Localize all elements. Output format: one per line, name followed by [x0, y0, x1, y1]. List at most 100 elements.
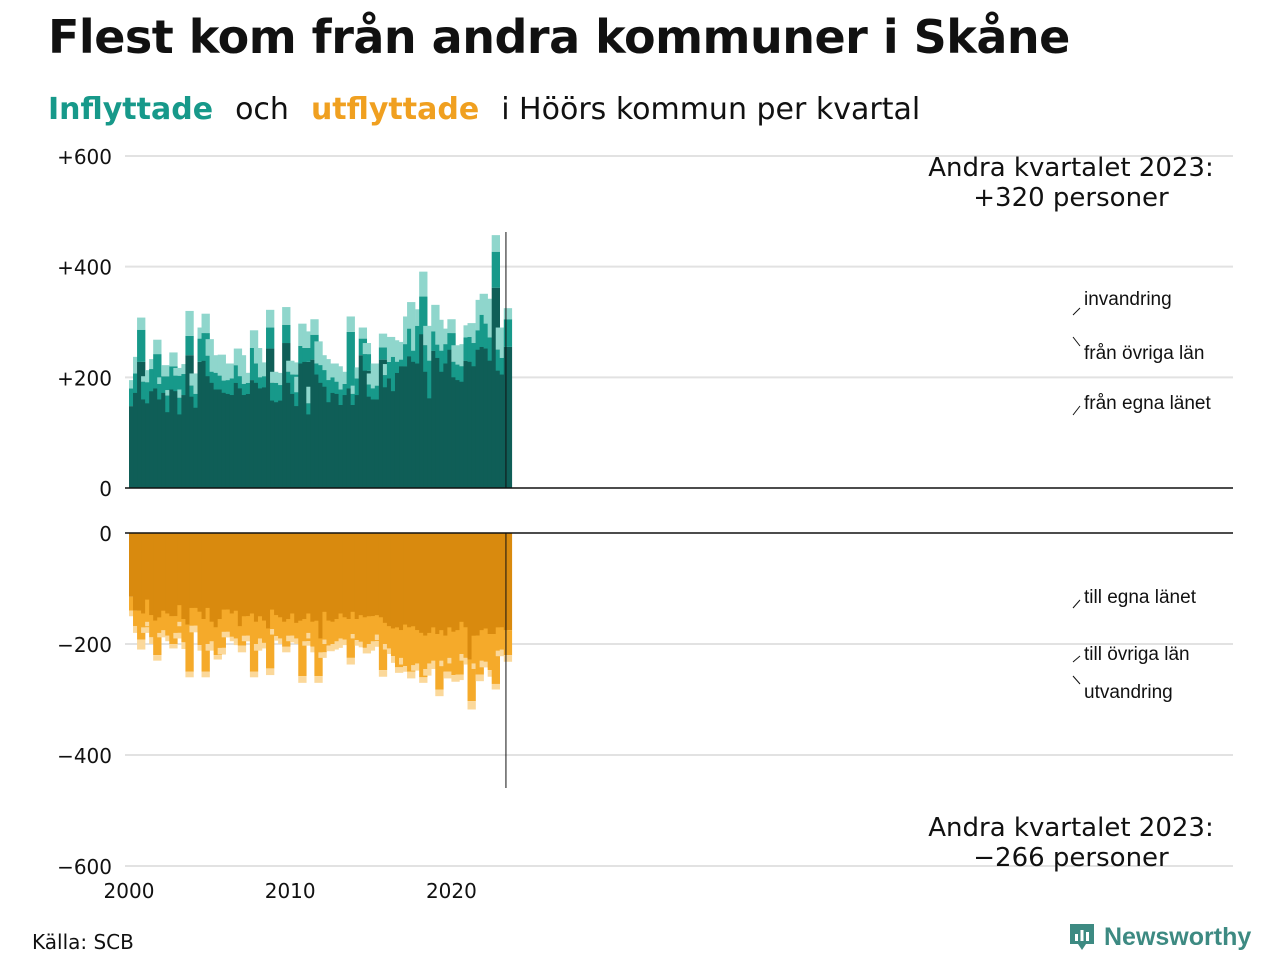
bar-inflyttade-invandring: [185, 310, 194, 336]
chart-title: Flest kom från andra kommuner i Skåne: [48, 10, 1070, 64]
bar-inflyttade-invandring: [495, 327, 505, 350]
bar-utflyttade-utvandring: [302, 641, 311, 646]
bar-inflyttade-ovriga-lan: [447, 333, 456, 350]
bar-inflyttade-invandring: [431, 304, 440, 332]
bar-inflyttade-ovriga-lan: [362, 354, 372, 371]
bar-inflyttade-invandring: [362, 343, 372, 355]
bar-utflyttade-utvandring: [201, 671, 210, 678]
bar-inflyttade-ovriga-lan: [503, 319, 513, 347]
bar-utflyttade-utvandring: [362, 647, 372, 654]
bar-inflyttade-invandring: [378, 333, 388, 348]
bar-inflyttade-invandring: [253, 348, 263, 364]
bar-inflyttade-invandring: [137, 317, 146, 330]
bar-utflyttade-utvandring: [266, 668, 275, 676]
label-invandring: invandring: [1084, 289, 1172, 310]
label-invandring-leader: [1072, 307, 1081, 316]
bar-utflyttade-utvandring: [455, 674, 464, 681]
bar-utflyttade-utvandring: [346, 657, 355, 665]
bar-inflyttade-ovriga-lan: [378, 347, 388, 360]
bar-utflyttade-utvandring: [394, 667, 404, 673]
bar-utflyttade-utvandring: [423, 668, 432, 676]
y-tick-label: −600: [57, 855, 112, 879]
bar-utflyttade-utvandring: [205, 644, 214, 651]
bar-inflyttade-ovriga-lan: [137, 329, 146, 362]
bar-utflyttade-ovriga-lan: [266, 628, 275, 669]
bar-utflyttade-ovriga-lan: [467, 659, 476, 702]
bar-utflyttade-utvandring: [370, 641, 380, 647]
bar-utflyttade-utvandring: [137, 639, 146, 650]
bar-inflyttade-invandring: [491, 235, 500, 252]
bar-inflyttade-invandring: [237, 355, 247, 377]
bar-inflyttade-ovriga-lan: [161, 376, 170, 393]
bar-inflyttade-ovriga-lan: [173, 375, 182, 392]
bar-inflyttade-invandring: [334, 366, 343, 382]
label-till-ovriga-lan-leader: [1072, 655, 1081, 663]
bar-utflyttade-utvandring: [419, 677, 428, 683]
bar-inflyttade-egna-lanet: [503, 346, 513, 488]
bar-utflyttade-ovriga-lan: [298, 620, 307, 677]
x-tick-label: 2010: [265, 879, 316, 903]
bar-utflyttade-utvandring: [491, 683, 500, 690]
annotation-bottom-value: −266 personer: [973, 843, 1169, 873]
bar-inflyttade-ovriga-lan: [419, 296, 428, 335]
bar-inflyttade-invandring: [249, 330, 259, 349]
bar-inflyttade-invandring: [310, 319, 319, 335]
bar-utflyttade-utvandring: [253, 644, 263, 651]
bar-inflyttade-invandring: [358, 327, 368, 339]
bar-inflyttade-invandring: [217, 354, 226, 376]
bar-inflyttade-invandring: [266, 309, 275, 328]
bar-utflyttade-utvandring: [467, 701, 476, 710]
subtitle-och: och: [235, 92, 289, 127]
x-tick-label: 2020: [426, 879, 477, 903]
bar-inflyttade-ovriga-lan: [302, 348, 311, 362]
bar-utflyttade-utvandring: [407, 671, 416, 679]
bar-utflyttade-utvandring: [141, 627, 150, 633]
bar-utflyttade-utvandring: [334, 641, 343, 648]
bar-inflyttade-invandring: [419, 271, 428, 297]
bar-inflyttade-invandring: [346, 316, 355, 332]
bar-inflyttade-invandring: [483, 298, 492, 324]
x-tick-label: 2000: [104, 879, 155, 903]
logo-text: Newsworthy: [1104, 922, 1252, 951]
bar-chart-icon: [1070, 924, 1094, 950]
label-till-egna-lanet: till egna länet: [1084, 587, 1197, 608]
bar-utflyttade-utvandring: [378, 670, 388, 677]
bar-utflyttade-utvandring: [185, 671, 194, 678]
annotation-top-line1: Andra kvartalet 2023:: [928, 153, 1213, 183]
source-note: Källa: SCB: [32, 930, 134, 954]
bar-utflyttade-utvandring: [475, 674, 484, 682]
bar-inflyttade-invandring: [435, 319, 444, 345]
annotation-top-value: +320 personer: [973, 183, 1169, 213]
bar-inflyttade-ovriga-lan: [185, 335, 194, 356]
label-fran-ovriga-lan-leader: [1072, 336, 1081, 347]
bar-inflyttade-ovriga-lan: [491, 251, 500, 288]
subtitle-inflyttade: Inflyttade: [48, 92, 214, 127]
label-utvandring: utvandring: [1084, 682, 1173, 703]
bar-inflyttade-invandring: [314, 341, 323, 364]
bar-utflyttade-utvandring: [217, 647, 226, 655]
bar-utflyttade-utvandring: [366, 644, 376, 651]
bar-utflyttade-utvandring: [169, 644, 178, 649]
bar-inflyttade-ovriga-lan: [346, 331, 355, 389]
bar-inflyttade-invandring: [169, 352, 178, 367]
bar-utflyttade-utvandring: [213, 655, 222, 660]
bar-utflyttade-ovriga-lan: [153, 620, 162, 656]
bar-utflyttade-ovriga-lan: [503, 630, 513, 656]
bar-utflyttade-utvandring: [314, 676, 323, 683]
newsworthy-logo: Newsworthy: [1068, 922, 1251, 952]
bar-utflyttade-ovriga-lan: [185, 624, 194, 672]
bar-utflyttade-utvandring: [153, 655, 162, 661]
bar-inflyttade-invandring: [201, 313, 210, 334]
y-tick-label: −200: [57, 633, 112, 657]
label-till-egna-lanet-leader: [1072, 599, 1081, 609]
bar-inflyttade-invandring: [161, 365, 170, 377]
bar-inflyttade-invandring: [302, 331, 311, 349]
y-tick-label: 0: [99, 522, 112, 546]
bar-inflyttade-invandring: [290, 362, 299, 375]
y-tick-label: −400: [57, 744, 112, 768]
bar-inflyttade-invandring: [322, 359, 331, 371]
bar-inflyttade-invandring: [189, 373, 198, 386]
bar-utflyttade-utvandring: [298, 676, 307, 683]
bar-inflyttade-invandring: [503, 308, 513, 320]
